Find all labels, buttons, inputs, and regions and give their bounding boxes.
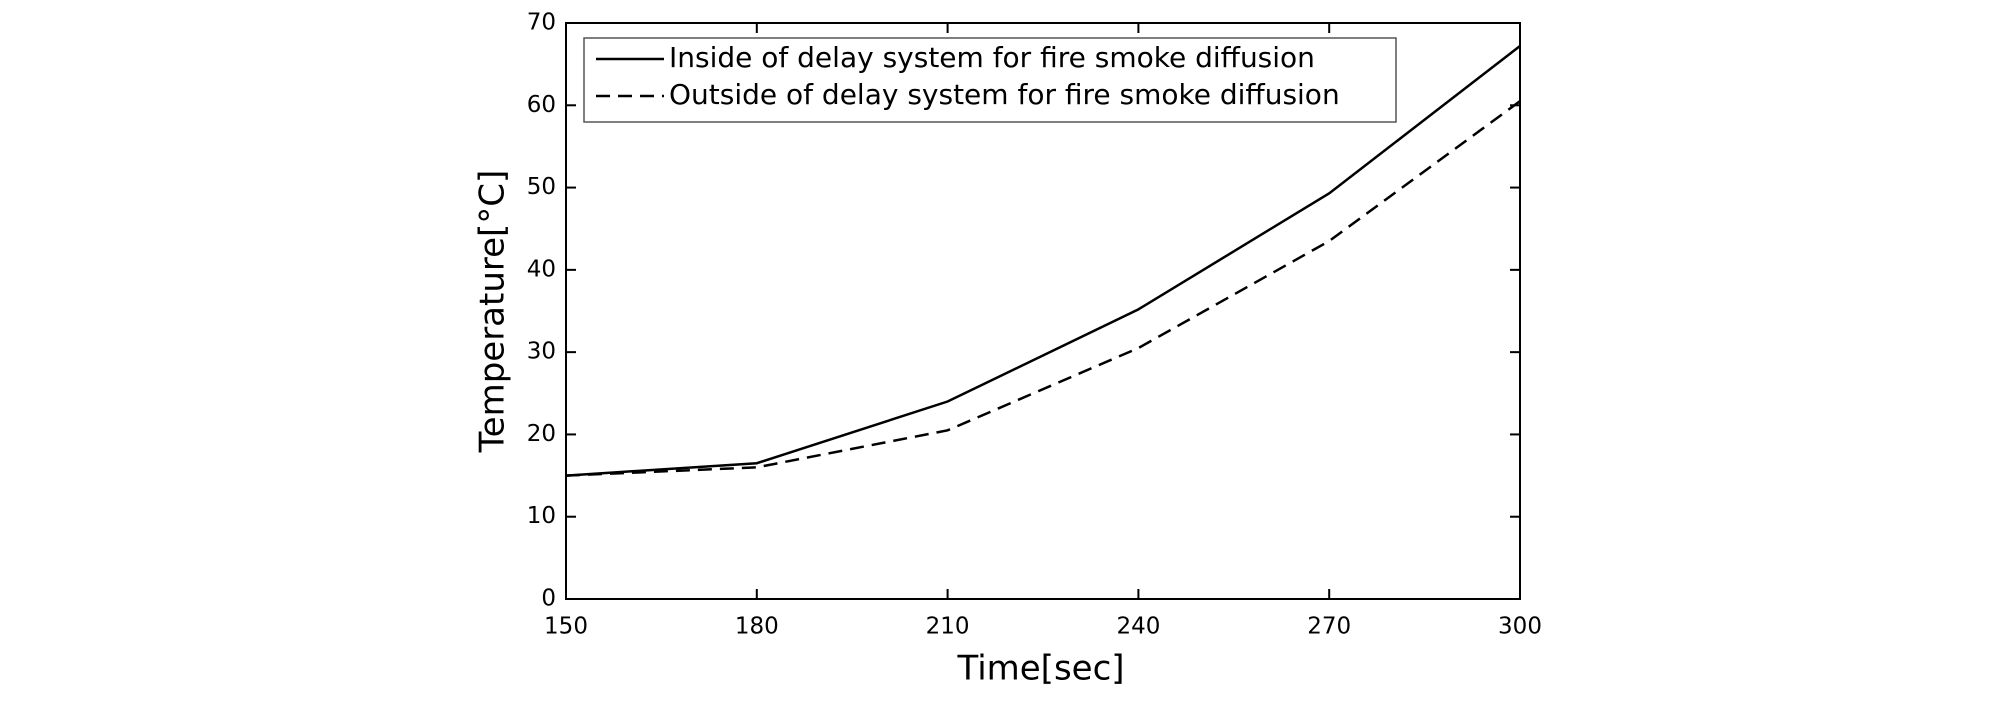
legend-box bbox=[583, 37, 1397, 123]
y-tick-label: 40 bbox=[527, 256, 556, 282]
x-tick-label: 300 bbox=[1498, 614, 1542, 640]
series-line bbox=[565, 100, 1521, 477]
y-tick-label: 30 bbox=[527, 339, 556, 365]
x-tick-label: 180 bbox=[735, 614, 779, 640]
x-tick-label: 240 bbox=[1116, 614, 1160, 640]
y-axis-label: Temperature[°C] bbox=[473, 170, 513, 454]
y-tick-label: 10 bbox=[527, 503, 556, 529]
x-axis-label: Time[sec] bbox=[956, 649, 1124, 689]
x-tick-label: 270 bbox=[1307, 614, 1351, 640]
y-tick-label: 70 bbox=[527, 10, 556, 36]
y-tick-label: 0 bbox=[541, 586, 556, 612]
x-tick-label: 150 bbox=[544, 614, 588, 640]
x-tick-label: 210 bbox=[926, 614, 970, 640]
plot-frame bbox=[565, 22, 1521, 600]
y-tick-label: 50 bbox=[527, 174, 556, 200]
y-tick-label: 60 bbox=[527, 92, 556, 118]
legend-text: Inside of delay system for fire smoke di… bbox=[669, 41, 1315, 74]
y-tick-label: 20 bbox=[527, 421, 556, 447]
series-line bbox=[565, 45, 1521, 477]
legend-text: Outside of delay system for fire smoke d… bbox=[669, 78, 1340, 111]
